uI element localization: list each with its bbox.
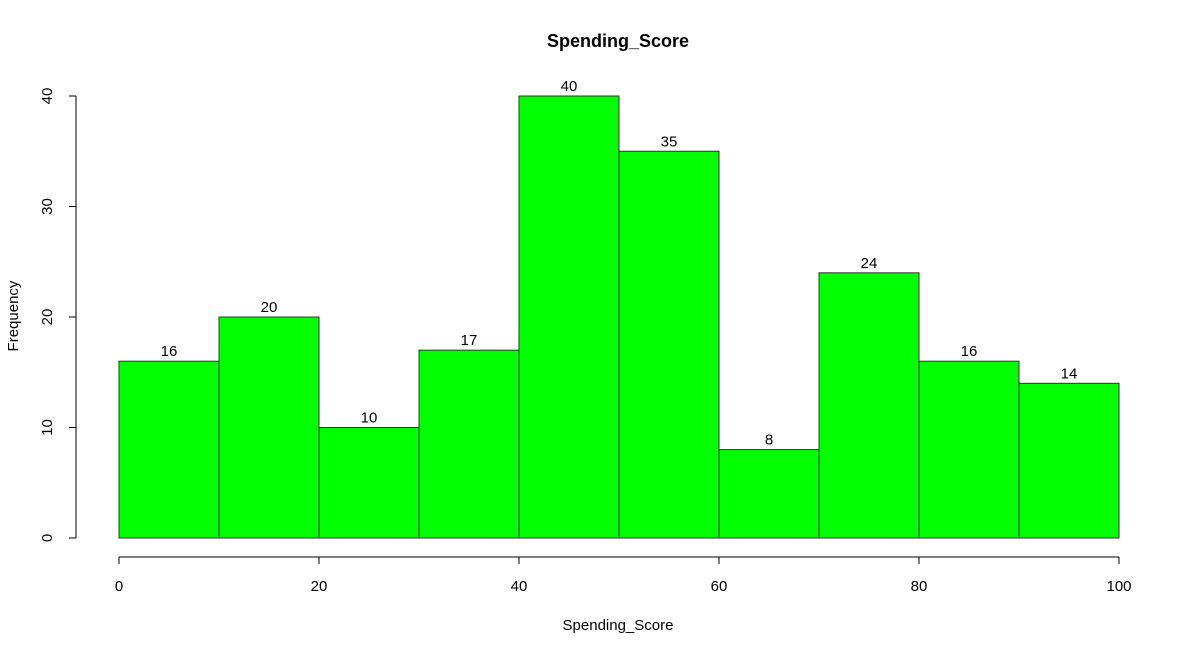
y-tick-label: 40 bbox=[39, 88, 56, 105]
x-tick-label: 20 bbox=[311, 578, 328, 595]
x-tick-label: 40 bbox=[511, 578, 528, 595]
bar-value-label: 17 bbox=[461, 332, 478, 349]
bar-value-label: 16 bbox=[161, 343, 178, 360]
x-tick-label: 80 bbox=[911, 578, 928, 595]
histogram-bar bbox=[918, 360, 1020, 539]
histogram-bar bbox=[418, 349, 520, 539]
histogram-bar bbox=[818, 272, 920, 539]
histogram-bar bbox=[718, 449, 820, 539]
x-axis: 0 20 40 60 80 100 bbox=[115, 556, 1132, 595]
x-axis-label: Spending_Score bbox=[563, 617, 674, 634]
x-tick-label: 0 bbox=[115, 578, 123, 595]
y-tick-label: 0 bbox=[39, 534, 56, 542]
chart-title: Spending_Score bbox=[547, 31, 689, 51]
bar-value-label: 10 bbox=[361, 410, 378, 427]
x-tick-label: 100 bbox=[1106, 578, 1131, 595]
x-tick-label: 60 bbox=[711, 578, 728, 595]
y-tick-label: 10 bbox=[39, 419, 56, 436]
bar-value-label: 40 bbox=[561, 78, 578, 95]
histogram-bar bbox=[218, 316, 320, 539]
bar-value-label: 14 bbox=[1061, 365, 1078, 382]
histogram-bar bbox=[1018, 382, 1120, 539]
y-tick-label: 20 bbox=[39, 309, 56, 326]
data-labels-group: 16 20 10 17 40 35 8 24 16 14 bbox=[161, 78, 1078, 449]
histogram-bar bbox=[118, 360, 220, 539]
bar-value-label: 20 bbox=[261, 299, 278, 316]
y-axis-label: Frequency bbox=[5, 280, 22, 351]
bars-group bbox=[118, 95, 1120, 539]
y-tick-label: 30 bbox=[39, 198, 56, 215]
histogram-bar bbox=[618, 150, 720, 539]
bar-value-label: 16 bbox=[961, 343, 978, 360]
histogram-bar bbox=[518, 95, 620, 539]
y-axis: 0 10 20 30 40 bbox=[39, 88, 77, 542]
bar-value-label: 8 bbox=[765, 432, 773, 449]
bar-value-label: 35 bbox=[661, 133, 678, 150]
bar-value-label: 24 bbox=[861, 255, 878, 272]
histogram-bar bbox=[318, 427, 420, 539]
